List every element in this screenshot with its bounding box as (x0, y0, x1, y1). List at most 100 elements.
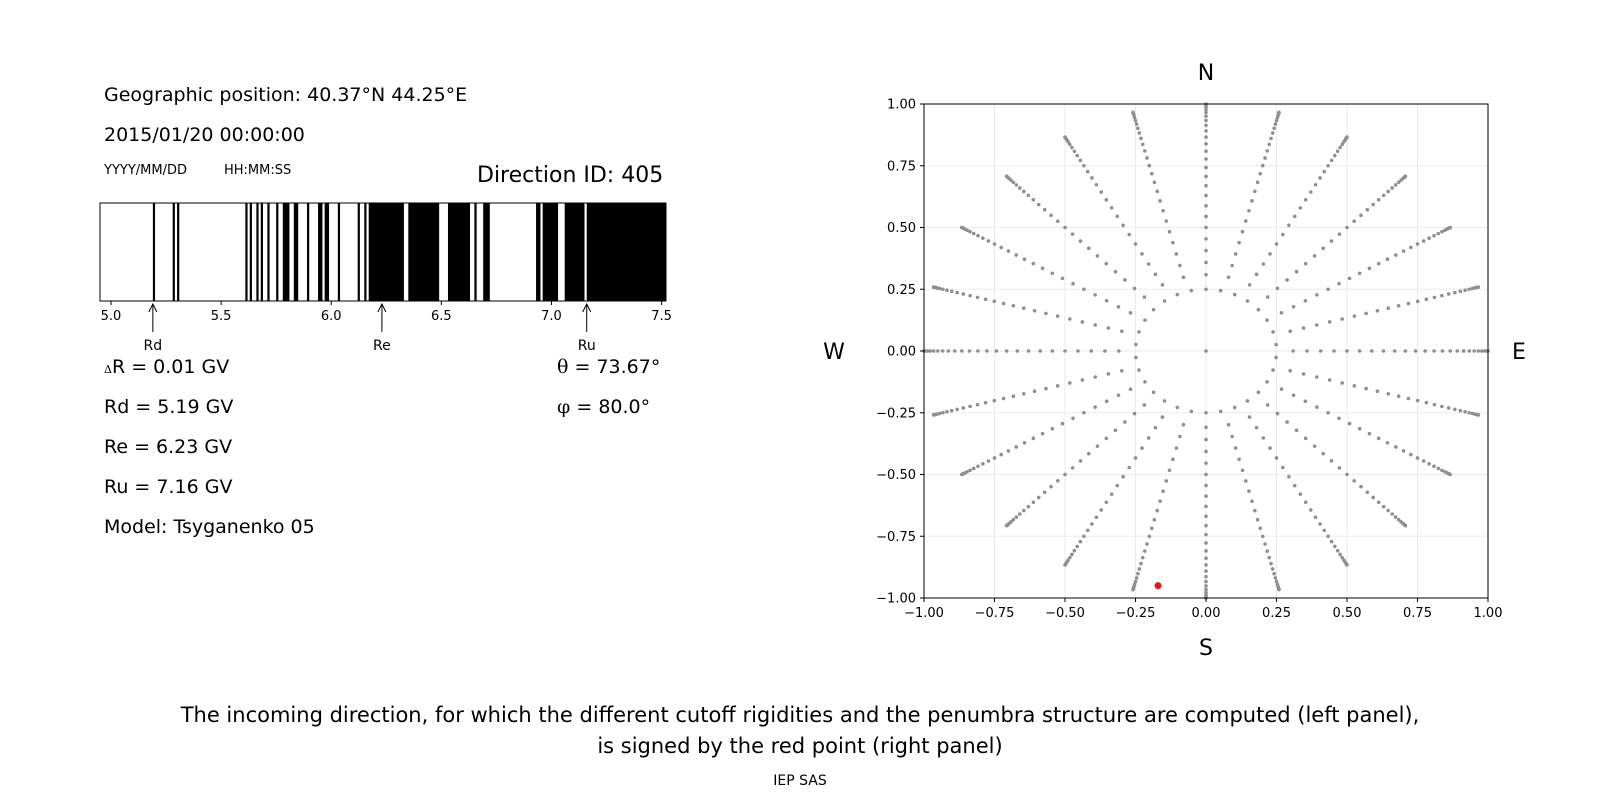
direction-point (941, 287, 945, 292)
direction-point (1204, 149, 1208, 153)
re-value: Re = 6.23 GV (104, 436, 233, 458)
direction-point (968, 468, 972, 473)
direction-point (1204, 574, 1208, 579)
direction-point (1090, 522, 1094, 526)
direction-point (1305, 349, 1309, 353)
direction-point (1204, 549, 1208, 553)
direction-point (1345, 472, 1349, 477)
y-tick-label: 0.00 (887, 345, 916, 360)
direction-point (1335, 149, 1340, 154)
direction-point (1146, 436, 1151, 440)
direction-point (1230, 434, 1234, 439)
direction-point (1063, 563, 1067, 567)
direction-point (1094, 515, 1099, 520)
direction-point (1089, 349, 1094, 353)
direction-point (1415, 456, 1420, 460)
direction-point (1174, 446, 1179, 450)
direction-point (1337, 466, 1342, 470)
penumbra-band (282, 203, 290, 301)
direction-point (1273, 576, 1278, 580)
direction-point (1424, 400, 1429, 405)
direction-point (1265, 403, 1270, 407)
direction-point (1345, 135, 1349, 139)
direction-point (1175, 292, 1180, 297)
direction-point (1113, 428, 1118, 433)
x-tick-label: 0.50 (1333, 606, 1362, 621)
direction-point (1440, 468, 1444, 473)
direction-point (1004, 349, 1009, 353)
direction-point (1458, 408, 1463, 413)
delta-r-text: R = 0.01 GV (111, 356, 230, 378)
direction-point (1133, 118, 1138, 123)
direction-point (1312, 254, 1317, 258)
direction-point (1406, 301, 1411, 306)
direction-point (1230, 263, 1234, 268)
direction-point (1121, 474, 1125, 479)
direction-point (1260, 163, 1265, 168)
marker-arrow-head (582, 302, 592, 313)
direction-point (1167, 468, 1172, 473)
direction-point (1267, 142, 1272, 147)
direction-point (1393, 515, 1398, 519)
direction-point (1160, 415, 1165, 419)
direction-point (1291, 304, 1296, 309)
direction-point (983, 297, 988, 302)
direction-point (1021, 306, 1026, 311)
direction-point (1448, 349, 1453, 353)
direction-point (1104, 436, 1109, 441)
direction-point (1327, 320, 1332, 324)
direction-point (1049, 484, 1053, 489)
direction-point (1403, 174, 1408, 179)
delta-symbol: Δ (104, 363, 112, 376)
direction-point (1359, 484, 1363, 489)
direction-point (1256, 390, 1261, 395)
direction-point (1340, 555, 1344, 560)
direction-point (1204, 204, 1208, 208)
x-tick-label: 6.5 (431, 309, 452, 324)
penumbra-band (293, 203, 299, 301)
direction-point (1042, 207, 1047, 212)
direction-point (1476, 349, 1481, 353)
direction-point (1385, 257, 1390, 262)
direction-point (1204, 183, 1208, 188)
direction-point (1153, 272, 1158, 277)
direction-point (1078, 459, 1083, 463)
direction-point (1403, 523, 1408, 528)
compass-west: W (823, 340, 845, 365)
direction-point (1386, 391, 1391, 396)
direction-point (1142, 549, 1147, 553)
direction-point (1267, 555, 1272, 560)
direction-point (1068, 555, 1072, 560)
direction-point (1075, 153, 1079, 158)
direction-point (1036, 495, 1041, 500)
direction-point (1204, 410, 1208, 415)
direction-point (1393, 445, 1398, 449)
direction-point (1270, 567, 1275, 571)
direction-point (1255, 180, 1260, 185)
direction-point (1329, 239, 1334, 243)
direction-point (1314, 375, 1319, 379)
direction-point (1265, 549, 1270, 553)
direction-point (1352, 219, 1356, 224)
direction-point (1137, 368, 1141, 372)
direction-point (936, 349, 940, 353)
direction-point (1396, 303, 1401, 308)
direction-point (1298, 206, 1303, 210)
direction-point (1134, 122, 1139, 126)
direction-point (1415, 299, 1420, 304)
direction-point (1015, 349, 1020, 353)
direction-point (1476, 285, 1481, 289)
direction-point (1140, 142, 1145, 147)
direction-point (1093, 323, 1098, 327)
direction-point (1068, 317, 1072, 321)
direction-point (1068, 381, 1072, 385)
direction-point (1104, 500, 1109, 505)
direction-point (1134, 342, 1138, 347)
penumbra-band (318, 203, 323, 301)
direction-point (1261, 262, 1266, 266)
marker-label-re: Re (373, 338, 391, 354)
direction-point (1158, 199, 1162, 203)
direction-point (1285, 278, 1289, 282)
direction-point (1137, 131, 1142, 135)
direction-point (1086, 246, 1091, 251)
